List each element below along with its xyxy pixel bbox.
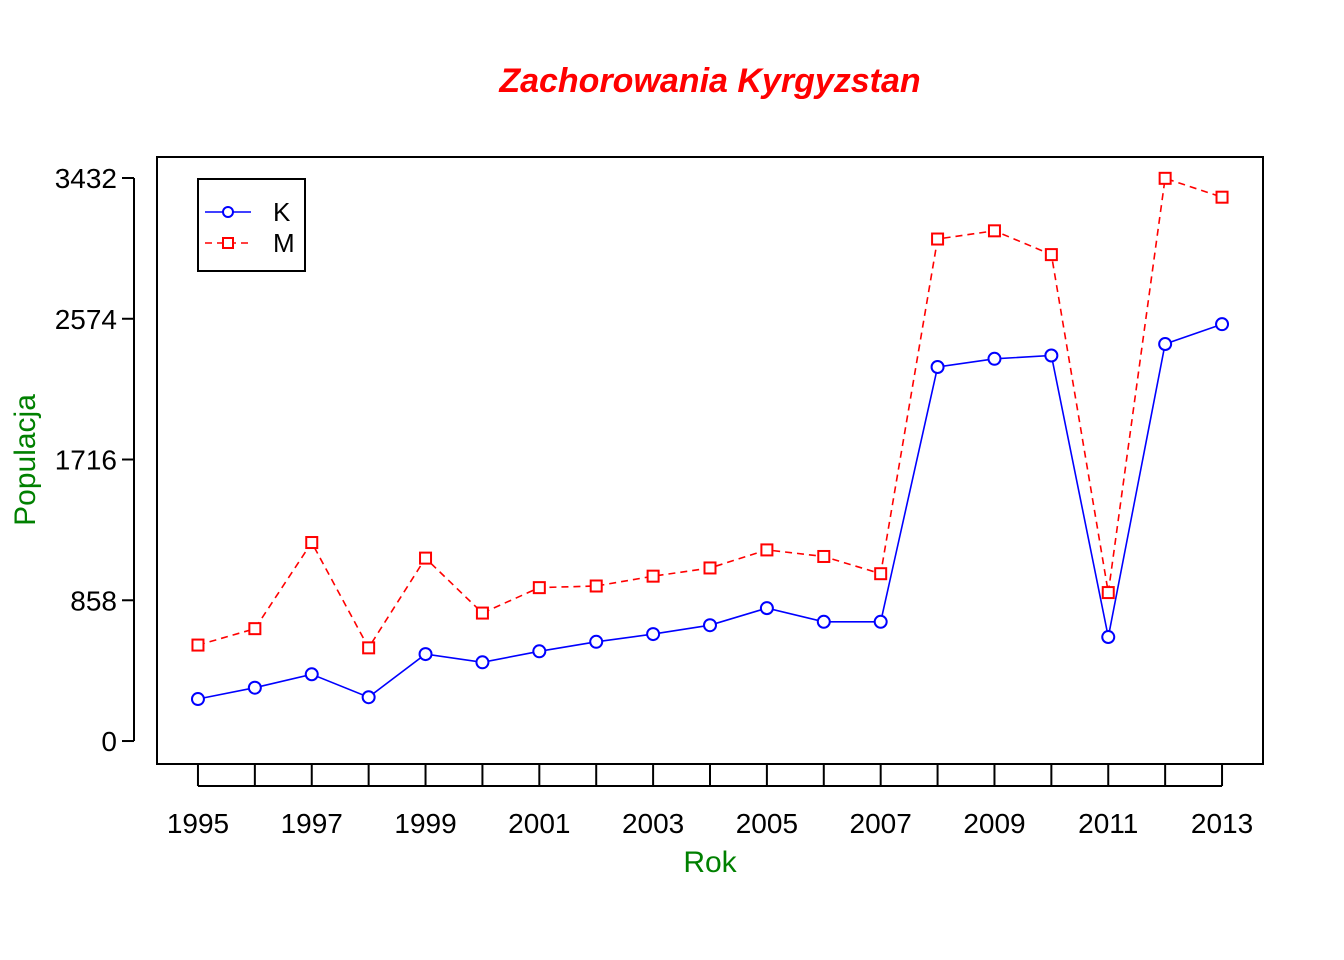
x-tick-label: 2011 bbox=[1078, 808, 1138, 839]
legend: KM bbox=[197, 178, 306, 272]
data-point bbox=[703, 618, 717, 633]
data-point bbox=[305, 536, 319, 550]
data-point bbox=[1101, 586, 1115, 600]
data-point bbox=[874, 567, 888, 581]
data-point bbox=[817, 549, 831, 563]
data-point bbox=[1215, 317, 1230, 332]
data-point bbox=[760, 543, 774, 557]
data-point bbox=[419, 551, 433, 565]
x-tick-label: 2001 bbox=[508, 808, 570, 839]
x-tick-label: 2013 bbox=[1191, 808, 1253, 839]
series-M bbox=[191, 171, 1229, 655]
data-point bbox=[931, 232, 945, 246]
x-tick-label: 2003 bbox=[622, 808, 684, 839]
legend-marker bbox=[222, 237, 234, 249]
data-point bbox=[646, 627, 661, 642]
data-point bbox=[532, 644, 547, 659]
data-point bbox=[1044, 348, 1059, 363]
x-tick-label: 1997 bbox=[281, 808, 343, 839]
x-tick-label: 2005 bbox=[736, 808, 798, 839]
x-axis: 1995 1997 1999 2001 2003 2005 2007 2009 2011 2013 bbox=[167, 764, 1253, 839]
series-line bbox=[197, 323, 1223, 700]
series-K bbox=[190, 317, 1230, 707]
x-tick-label: 1999 bbox=[394, 808, 456, 839]
data-point bbox=[930, 359, 945, 374]
x-tick-label: 2009 bbox=[963, 808, 1025, 839]
data-point bbox=[589, 579, 603, 593]
data-point bbox=[304, 667, 319, 682]
data-point bbox=[532, 581, 546, 595]
y-tick-label: 0 bbox=[101, 726, 117, 757]
series-line bbox=[197, 177, 1223, 650]
y-axis-label: Populacja bbox=[9, 394, 42, 526]
y-axis: 0 858 1716 2574 3432 bbox=[55, 163, 135, 757]
data-point bbox=[191, 638, 205, 652]
data-point bbox=[589, 634, 604, 649]
plot-frame bbox=[156, 156, 1264, 765]
data-point bbox=[362, 641, 376, 655]
data-point bbox=[475, 606, 489, 620]
legend-marker bbox=[222, 206, 234, 218]
y-tick-label: 1716 bbox=[55, 445, 117, 476]
legend-item-M: M bbox=[205, 228, 295, 258]
x-tick-label: 2007 bbox=[850, 808, 912, 839]
data-point bbox=[759, 601, 774, 616]
chart-title: Zachorowania Kyrgyzstan bbox=[498, 62, 920, 100]
y-tick-label: 858 bbox=[70, 585, 117, 616]
legend-item-K: K bbox=[205, 197, 291, 227]
data-point bbox=[873, 614, 888, 629]
legend-label: M bbox=[273, 228, 295, 258]
y-tick-label: 3432 bbox=[55, 163, 117, 194]
data-point bbox=[190, 692, 205, 707]
data-point bbox=[816, 614, 831, 629]
data-point bbox=[248, 622, 262, 636]
legend-box bbox=[197, 178, 306, 272]
data-point bbox=[1158, 171, 1172, 185]
data-point bbox=[1158, 337, 1173, 352]
y-tick-label: 2574 bbox=[55, 304, 117, 335]
data-point bbox=[247, 680, 262, 695]
series-layer bbox=[190, 171, 1230, 707]
data-point bbox=[475, 655, 490, 670]
data-point bbox=[987, 351, 1002, 366]
data-point bbox=[418, 647, 433, 662]
data-point bbox=[1101, 630, 1116, 645]
data-point bbox=[703, 561, 717, 575]
data-point bbox=[987, 224, 1001, 238]
data-point bbox=[1044, 248, 1058, 262]
x-axis-label: Rok bbox=[683, 846, 737, 879]
data-point bbox=[1215, 190, 1229, 204]
legend-label: K bbox=[273, 197, 291, 227]
data-point bbox=[361, 690, 376, 705]
x-tick-label: 1995 bbox=[167, 808, 229, 839]
data-point bbox=[646, 569, 660, 583]
